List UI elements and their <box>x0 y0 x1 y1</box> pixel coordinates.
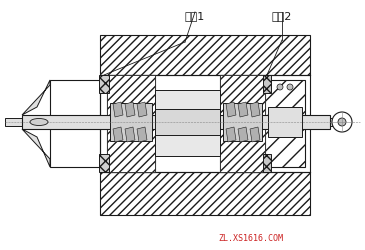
Polygon shape <box>22 81 50 116</box>
Polygon shape <box>113 102 123 118</box>
Polygon shape <box>125 128 135 142</box>
Bar <box>220 76 265 172</box>
Polygon shape <box>250 128 260 142</box>
Bar <box>99 76 109 94</box>
Polygon shape <box>220 76 265 118</box>
Polygon shape <box>250 102 260 118</box>
Polygon shape <box>107 76 155 118</box>
Bar <box>223 104 262 142</box>
Polygon shape <box>226 102 236 118</box>
Polygon shape <box>137 102 147 118</box>
Text: 垫片2: 垫片2 <box>272 11 292 21</box>
Bar <box>100 172 310 215</box>
Bar <box>110 104 152 142</box>
Bar <box>107 76 155 172</box>
Bar <box>5 118 22 126</box>
Polygon shape <box>22 130 50 167</box>
Polygon shape <box>107 126 155 172</box>
Circle shape <box>277 85 283 91</box>
Polygon shape <box>125 102 135 118</box>
Bar <box>155 132 220 156</box>
Polygon shape <box>226 128 236 142</box>
Bar <box>305 118 335 126</box>
Bar <box>100 36 310 76</box>
Polygon shape <box>238 102 248 118</box>
Text: 垫片1: 垫片1 <box>185 11 205 21</box>
Bar <box>155 110 220 136</box>
Circle shape <box>332 112 352 132</box>
Bar <box>22 116 330 130</box>
Circle shape <box>338 118 346 126</box>
Bar <box>265 81 305 167</box>
Bar <box>263 76 271 94</box>
Bar <box>263 154 271 172</box>
Bar <box>50 81 100 167</box>
Bar <box>99 154 109 172</box>
Polygon shape <box>113 128 123 142</box>
Polygon shape <box>238 128 248 142</box>
Polygon shape <box>220 126 265 172</box>
Bar <box>268 108 302 138</box>
Ellipse shape <box>30 119 48 126</box>
Bar <box>155 91 220 114</box>
Text: ZL.XS1616.COM: ZL.XS1616.COM <box>218 233 283 242</box>
Circle shape <box>287 85 293 91</box>
Polygon shape <box>137 128 147 142</box>
